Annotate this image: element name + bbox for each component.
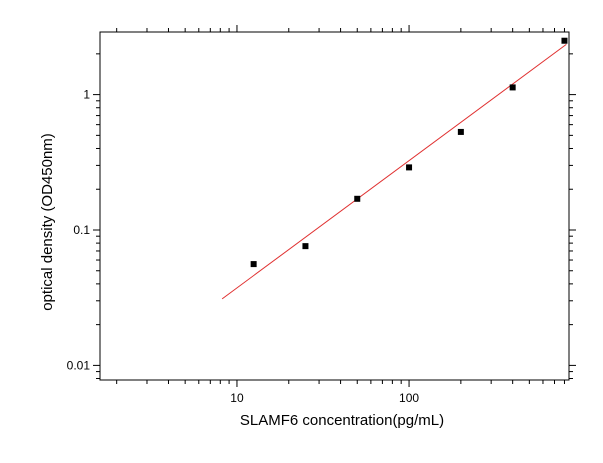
fit-line bbox=[221, 43, 567, 300]
data-point bbox=[406, 164, 413, 171]
data-point bbox=[457, 128, 464, 135]
data-point bbox=[354, 195, 361, 202]
x-tick-label: 100 bbox=[399, 391, 419, 405]
data-point bbox=[250, 261, 257, 268]
plot-frame bbox=[99, 31, 570, 381]
x-axis-label: SLAMF6 concentration(pg/mL) bbox=[240, 412, 444, 429]
y-tick-label: 0.01 bbox=[67, 358, 91, 372]
data-point bbox=[302, 243, 309, 250]
y-tick-label: 0.1 bbox=[73, 223, 90, 237]
data-point bbox=[561, 37, 568, 44]
y-axis-label: optical density (OD450nm) bbox=[39, 133, 56, 311]
y-tick-label: 1 bbox=[83, 88, 90, 102]
data-point bbox=[509, 84, 516, 91]
x-tick-label: 10 bbox=[230, 391, 244, 405]
